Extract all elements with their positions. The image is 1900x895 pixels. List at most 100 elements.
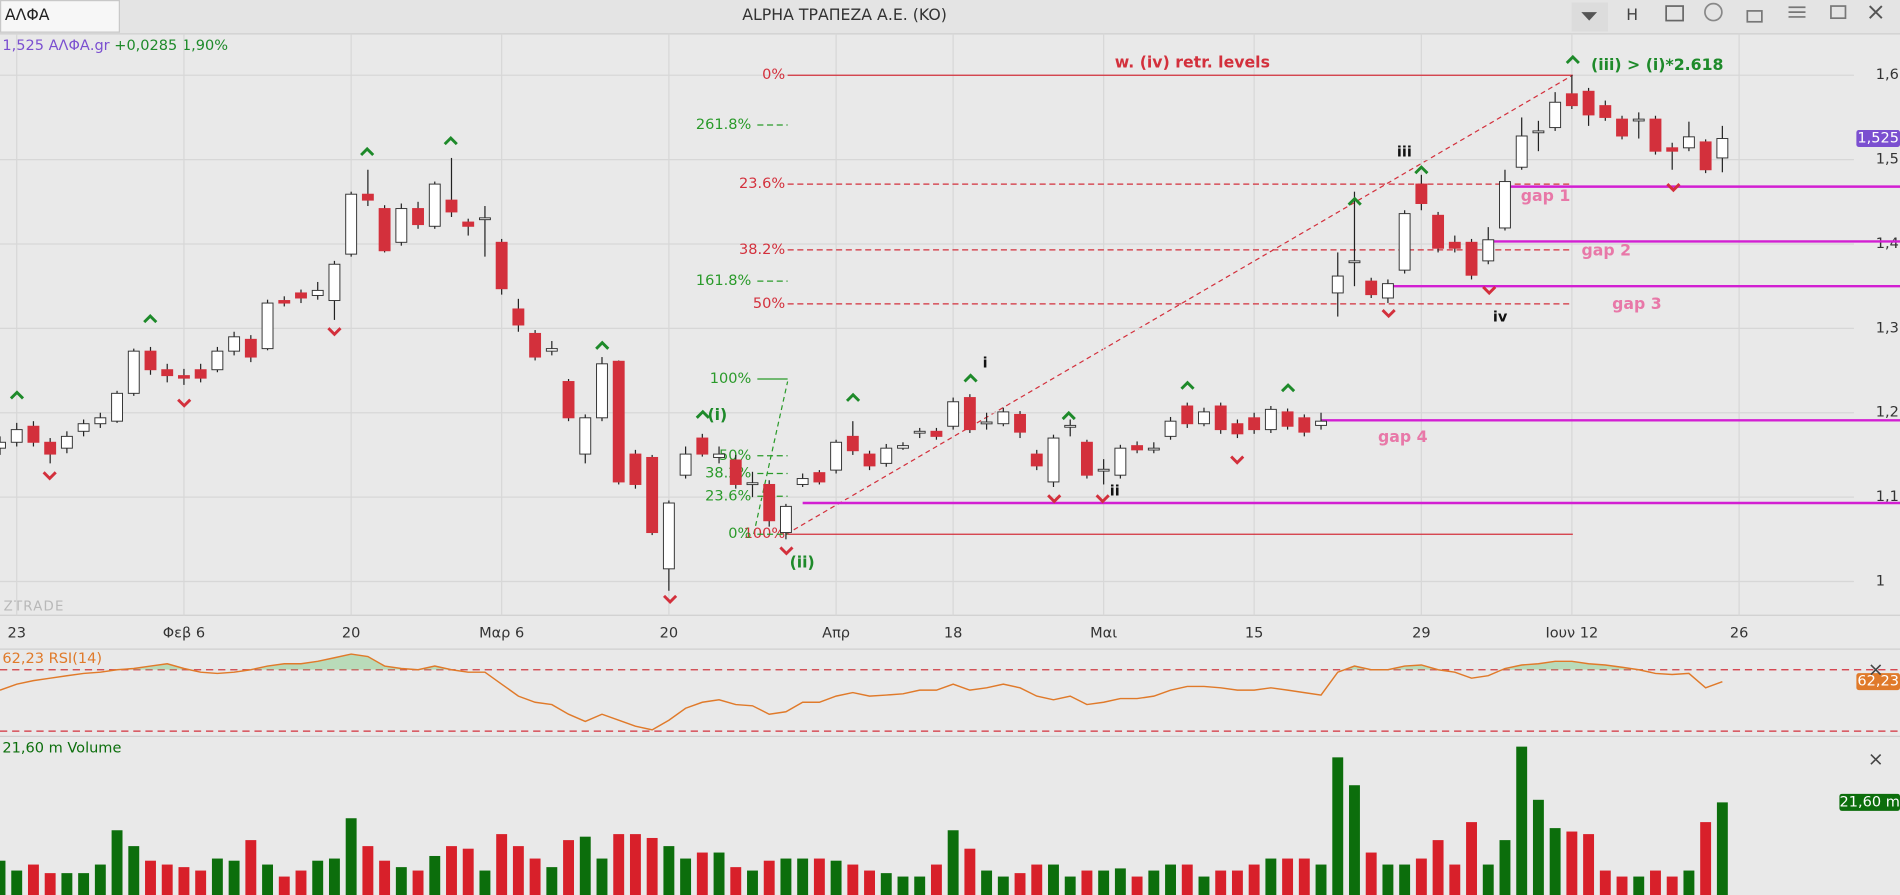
- candle-body: [445, 199, 458, 213]
- candle-body: [830, 441, 843, 471]
- volume-bar: [646, 837, 658, 895]
- volume-bar: [111, 830, 123, 895]
- volume-bar: [312, 860, 324, 895]
- layout-button[interactable]: [1665, 5, 1684, 22]
- quote-symbol: ΑΛΦΑ.gr: [49, 38, 110, 54]
- candle-body: [1281, 411, 1294, 427]
- fib-level-label: 100%: [744, 526, 786, 542]
- volume-bar: [629, 834, 641, 895]
- volume-bar: [1532, 799, 1544, 895]
- volume-bar: [680, 858, 692, 895]
- candle-body: [161, 369, 174, 377]
- volume-bar: [1399, 864, 1411, 895]
- volume-last-box: [1839, 793, 1900, 811]
- volume-bar: [579, 836, 591, 895]
- volume-bar: [1382, 864, 1394, 895]
- candle-body: [1582, 90, 1595, 116]
- maximize-button[interactable]: [1830, 5, 1847, 20]
- volume-bar: [1231, 870, 1243, 895]
- lock-button[interactable]: [1746, 10, 1763, 23]
- candle-body: [746, 482, 759, 486]
- candle-body: [562, 381, 575, 419]
- candle-body: [1515, 135, 1528, 168]
- volume-bar: [947, 830, 959, 895]
- fib-level-label: 261.8%: [696, 117, 751, 133]
- volume-bar: [1666, 876, 1678, 895]
- candle-body: [579, 417, 592, 455]
- x-tick-label: 26: [1730, 625, 1748, 641]
- candle-body: [1348, 260, 1361, 264]
- title-bar: [0, 0, 1900, 34]
- volume-bar: [1549, 828, 1561, 895]
- wave-label: iii: [1397, 145, 1412, 161]
- quote-line: 1,525 ΑΛΦΑ.gr +0,0285 1,90%: [2, 38, 228, 54]
- candle-body: [1047, 437, 1060, 483]
- candle-body: [1080, 441, 1093, 476]
- candle-body: [1432, 214, 1445, 249]
- candle-body: [779, 505, 792, 534]
- close-button[interactable]: [1869, 5, 1883, 19]
- wave-label: i: [983, 355, 988, 371]
- rsi-close-button[interactable]: [1870, 664, 1882, 676]
- candle-body: [1632, 118, 1645, 122]
- candle-body: [311, 289, 324, 296]
- volume-bar: [830, 860, 842, 895]
- volume-bar: [496, 834, 508, 895]
- x-tick-label: 15: [1245, 625, 1263, 641]
- candle-body: [1499, 181, 1511, 229]
- volume-bar: [1566, 831, 1578, 895]
- candle-body: [596, 363, 608, 419]
- volume-bar: [211, 858, 223, 895]
- volume-last-label: 21,60 m: [1840, 794, 1900, 810]
- menu-button[interactable]: [1788, 6, 1806, 18]
- candle-body: [963, 397, 976, 431]
- volume-close-button[interactable]: [1870, 753, 1882, 765]
- volume-bar: [1633, 876, 1645, 895]
- last-price-label: 1,525: [1857, 131, 1899, 147]
- candle-body: [1699, 141, 1712, 171]
- volume-bar: [27, 864, 39, 895]
- volume-bar: [479, 870, 491, 895]
- volume-bar: [1599, 870, 1611, 895]
- candle-body: [846, 435, 859, 452]
- candle-body: [178, 375, 190, 379]
- fib-level-label: 50%: [753, 296, 785, 312]
- candle-body: [127, 350, 140, 394]
- candle-body: [880, 447, 893, 464]
- candle-body: [1482, 239, 1495, 262]
- candle-body: [813, 472, 826, 483]
- volume-bar: [446, 846, 457, 895]
- quote-change: +0,0285: [114, 38, 177, 54]
- quote-percent: 1,90%: [182, 38, 228, 54]
- toolbar-h-button[interactable]: H: [1626, 5, 1638, 24]
- volume-bar: [345, 818, 357, 895]
- comment-button[interactable]: [1704, 2, 1723, 22]
- volume-bar: [1298, 858, 1310, 895]
- volume-bar: [1449, 864, 1461, 895]
- volume-bar: [747, 870, 758, 895]
- volume-name: Volume: [67, 740, 121, 756]
- candle-body: [412, 208, 424, 226]
- candle-body: [1398, 213, 1411, 271]
- candle-body: [194, 369, 207, 379]
- candle-body: [1331, 275, 1344, 294]
- candle-body: [997, 411, 1010, 425]
- x-tick-label: Απρ: [822, 625, 850, 641]
- candle-body: [1164, 420, 1177, 437]
- candle-body: [1532, 130, 1545, 134]
- volume-bar: [563, 840, 574, 895]
- fib-level-label: 100%: [710, 371, 752, 387]
- volume-bar: [613, 834, 625, 895]
- candle-body: [897, 445, 909, 449]
- watermark: ZTRADE: [4, 600, 65, 615]
- candle-body: [512, 308, 525, 326]
- candle-body: [228, 336, 241, 352]
- volume-bar: [997, 876, 1009, 895]
- volume-bar: [1466, 822, 1477, 895]
- volume-bar: [1098, 870, 1110, 895]
- volume-bar: [1650, 870, 1661, 895]
- volume-bar: [914, 876, 926, 895]
- symbol-tab[interactable]: [0, 0, 120, 33]
